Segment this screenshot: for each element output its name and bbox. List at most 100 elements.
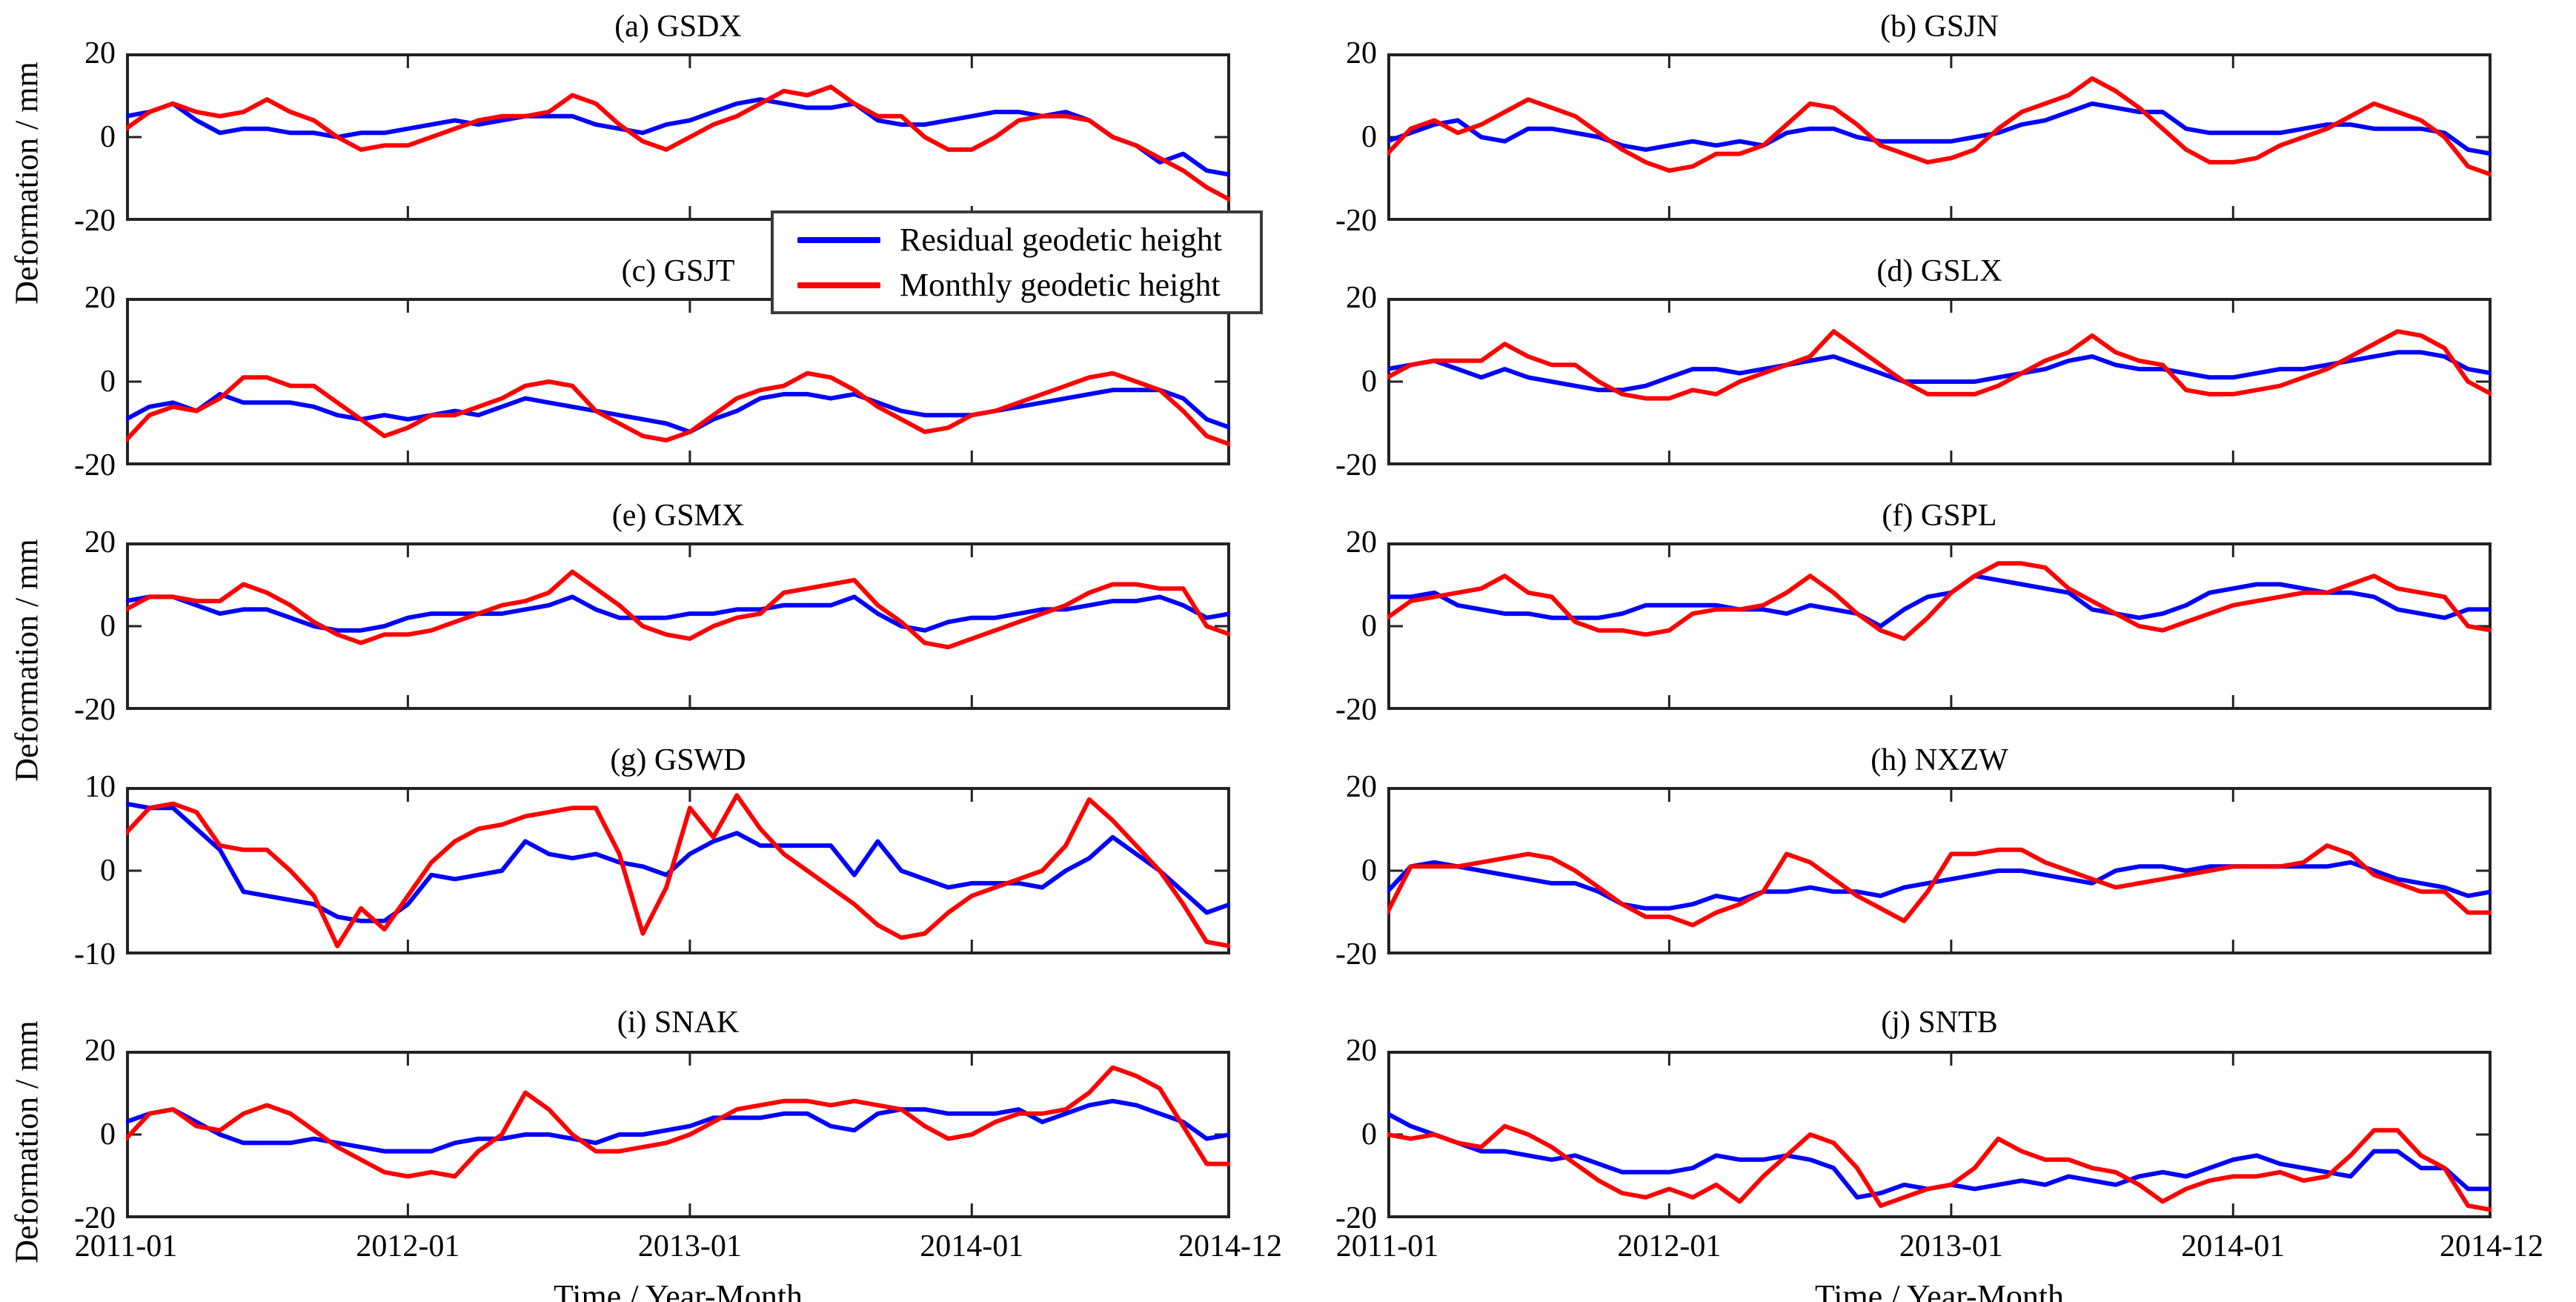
monthly-geodetic-height-line [126,84,1230,202]
y-tick-label: -20 [1335,693,1377,727]
x-tick-label: 2012-01 [1617,1229,1722,1263]
y-tick-label: 0 [1361,854,1377,888]
subplot-title: (i) SNAK [617,1006,740,1040]
plot-border [1387,298,2492,465]
residual-line-swatch [797,236,880,243]
legend-label-monthly: Monthly geodetic height [900,267,1221,303]
plot-border [126,53,1230,221]
y-tick-label: 0 [100,120,116,154]
y-tick-label: 20 [1346,1034,1377,1068]
x-tick-label: 2012-01 [356,1229,460,1263]
legend-item-monthly: Monthly geodetic height [774,266,1260,304]
plot-border [1387,542,2492,710]
y-tick-label: -20 [1335,1201,1377,1235]
x-tick-label: 2014-01 [920,1229,1024,1263]
plot-area [1387,1051,2492,1218]
x-tick-label: 2014-12 [1178,1229,1282,1263]
y-axis-title: Deformation / mm [8,1020,45,1263]
plot-border [126,542,1230,710]
plot-area [1387,53,2492,221]
y-tick-label: -20 [74,1201,116,1235]
subplot-gsjn: (b) GSJN 20 0 -20 [1288,0,2576,245]
monthly-line-swatch [797,282,880,288]
subplot-gswd: (g) GSWD 10 0 -10 [0,734,1288,978]
x-axis-title: Time / Year-Month [1814,1278,2065,1302]
plot-border [1387,53,2492,221]
subplot-nxzw: (h) NXZW 20 0 -20 [1288,734,2576,978]
monthly-geodetic-height-line [1387,1123,2492,1212]
subplot-snak: (i) SNAK 20 0 -20 2011-01 2012-01 2013-01 2014-… [0,986,1288,1302]
x-tick-label: 2014-12 [2440,1229,2543,1263]
y-tick-label: -20 [74,693,116,727]
y-tick-label: 0 [1361,1117,1377,1152]
plot-border [126,298,1230,465]
y-tick-label: -20 [1335,204,1377,238]
plot-area [1387,542,2492,710]
y-tick-label: 10 [84,770,116,804]
plot-area [1387,787,2492,954]
y-tick-label: 0 [1361,365,1377,399]
plot-area [126,787,1230,954]
x-tick-label: 2011-01 [74,1229,178,1263]
plot-area [1387,298,2492,465]
subplot-gsmx: (e) GSMX 20 0 -20 Deformation / mm [0,489,1288,782]
plot-border [126,1051,1230,1218]
y-tick-label: 20 [84,1034,116,1068]
y-tick-label: 20 [84,36,116,70]
legend: Residual geodetic height Monthly geodeti… [771,210,1263,314]
monthly-geodetic-height-line [1387,843,2492,928]
y-tick-label: -10 [74,937,116,971]
y-tick-label: 20 [1346,36,1377,70]
x-tick-label: 2014-01 [2181,1229,2285,1263]
x-tick-label: 2013-01 [1899,1229,2003,1263]
y-tick-label: 20 [84,525,116,559]
y-tick-label: 0 [100,1117,116,1152]
plot-area [126,53,1230,221]
monthly-geodetic-height-line [126,569,1230,650]
plot-area [126,1051,1230,1218]
legend-label-residual: Residual geodetic height [900,222,1222,258]
y-tick-label: -20 [1335,448,1377,482]
subplot-gspl: (f) GSPL 20 0 -20 [1288,489,2576,734]
residual-geodetic-height-line [126,388,1230,434]
plot-border [1387,787,2492,954]
y-tick-label: 20 [1346,281,1377,315]
y-tick-label: 0 [100,609,116,643]
x-tick-label: 2013-01 [637,1229,742,1263]
monthly-geodetic-height-line [126,371,1230,447]
x-axis-title: Time / Year-Month [553,1278,803,1302]
monthly-geodetic-height-line [1387,76,2492,177]
plot-border [126,787,1230,954]
x-tick-label: 2011-01 [1335,1229,1439,1263]
monthly-geodetic-height-line [126,793,1230,949]
monthly-geodetic-height-line [126,1065,1230,1179]
subplot-title: (f) GSPL [1882,499,1997,533]
y-tick-label: 0 [100,365,116,399]
y-tick-label: 0 [1361,120,1377,154]
plot-area [126,298,1230,465]
y-tick-label: 0 [1361,609,1377,643]
monthly-geodetic-height-line [1387,561,2492,641]
residual-geodetic-height-line [1387,350,2492,393]
y-tick-label: -20 [74,204,116,238]
y-tick-label: 20 [1346,770,1377,804]
subplot-title: (h) NXZW [1870,743,2008,777]
subplot-title: (j) SNTB [1881,1006,1998,1040]
subplot-title: (c) GSJT [621,254,735,288]
residual-geodetic-height-line [126,1098,1230,1154]
subplot-title: (g) GSWD [610,743,746,777]
monthly-geodetic-height-line [1387,329,2492,401]
y-tick-label: -20 [74,448,116,482]
plot-area [126,542,1230,710]
subplot-title: (d) GSLX [1876,254,2002,288]
residual-geodetic-height-line [126,801,1230,923]
subplot-sntb: (j) SNTB 20 0 -20 2011-01 2012-01 2013-01 2014-… [1288,986,2576,1302]
y-tick-label: 20 [1346,525,1377,559]
y-tick-label: 0 [100,854,116,888]
subplot-title: (e) GSMX [611,499,745,533]
subplot-title: (b) GSJN [1880,10,1999,44]
y-tick-label: 20 [84,281,116,315]
plot-border [1387,1051,2492,1218]
residual-geodetic-height-line [1387,101,2492,156]
